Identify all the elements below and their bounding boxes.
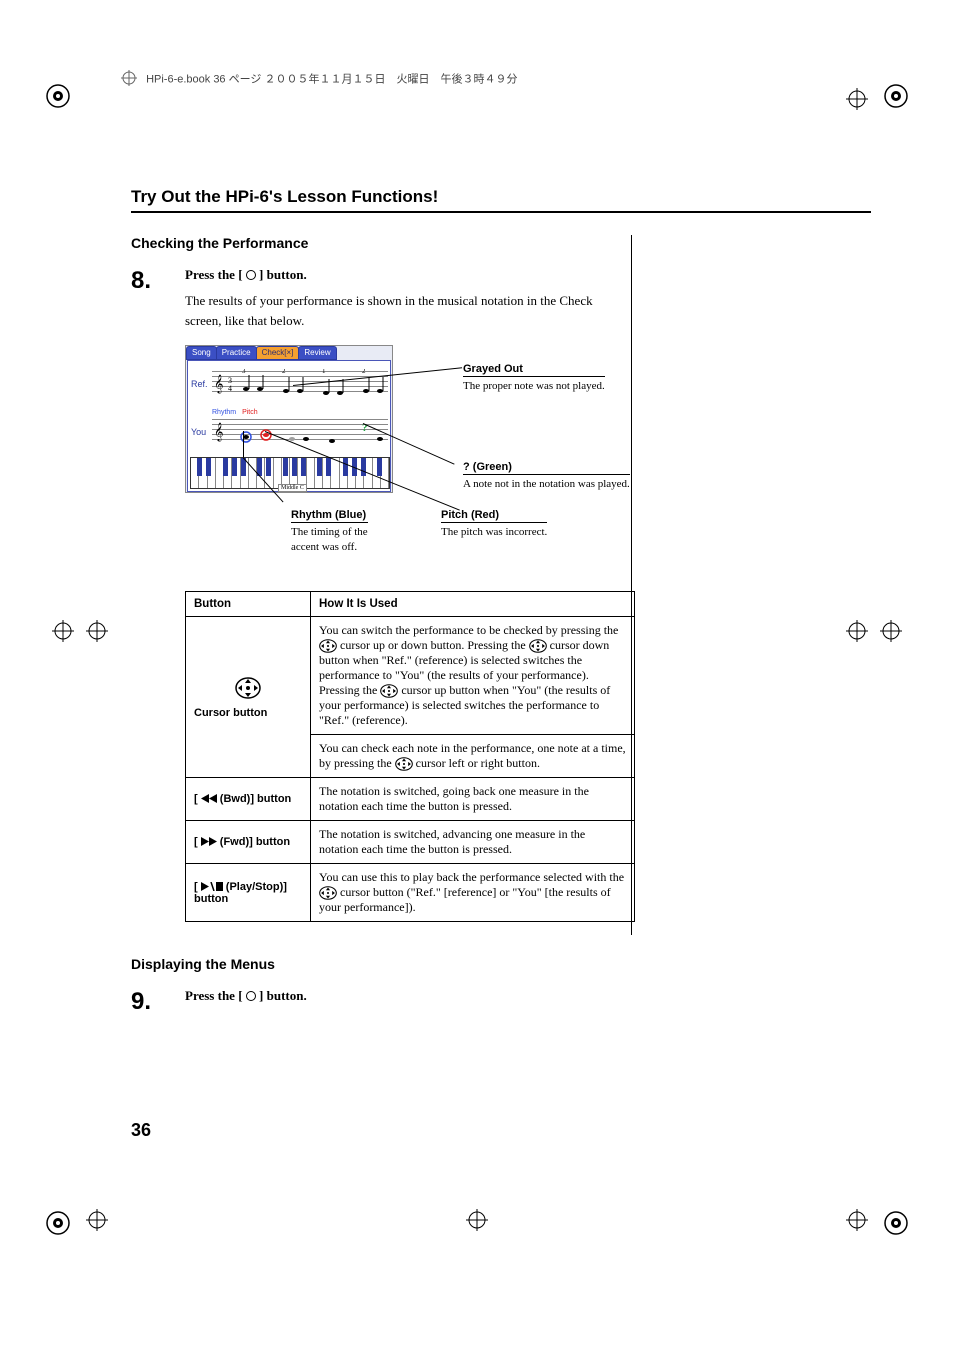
step-8-instruction: Press the [ ] button.: [185, 265, 631, 285]
callout-rhythm: Rhythm (Blue) The timing of the accent w…: [291, 509, 368, 554]
col-usage: How It Is Used: [311, 592, 635, 617]
section-rule: [131, 211, 871, 213]
playstop-icon: [201, 882, 223, 891]
reg-mark-r: [880, 620, 902, 642]
you-notes: 𝄞 ?: [212, 417, 388, 447]
column-divider: [631, 235, 632, 935]
you-label: You: [191, 427, 206, 437]
fwd-button-cell: [ (Fwd)] button: [186, 821, 311, 864]
reg-mark-t: [466, 1209, 488, 1231]
you-staff: 𝄞 ?: [212, 419, 388, 445]
cursor-icon-inline: [529, 639, 547, 653]
svg-text:1: 1: [322, 369, 326, 375]
circle-button-icon: [246, 270, 256, 280]
bwd-desc: The notation is switched, going back one…: [311, 778, 635, 821]
cursor-button-cell: Cursor button: [186, 617, 311, 778]
table-header-row: Button How It Is Used: [186, 592, 635, 617]
step-8-body: The results of your performance is shown…: [185, 291, 631, 331]
reg-mark-br2: [846, 1209, 868, 1231]
callout-green: ? (Green) A note not in the notation was…: [463, 461, 630, 491]
callout-grayed: Grayed Out The proper note was not playe…: [463, 363, 605, 393]
reg-mark-bl2: [86, 1209, 108, 1231]
reg-mark-l2: [86, 620, 108, 642]
tab-practice: Practice: [216, 346, 257, 360]
callout-line-rhythm-v: [243, 431, 244, 457]
cursor-icon: [235, 675, 261, 701]
reg-mark-l: [52, 620, 74, 642]
step-8: 8. Press the [ ] button. The results of …: [131, 265, 631, 331]
svg-text:𝄞: 𝄞: [214, 423, 223, 442]
bwd-button-cell: [ (Bwd)] button: [186, 778, 311, 821]
playstop-desc: You can use this to play back the perfor…: [311, 864, 635, 922]
ref-label: Ref.: [191, 379, 208, 389]
checking-heading: Checking the Performance: [131, 235, 631, 251]
fwd-desc: The notation is switched, advancing one …: [311, 821, 635, 864]
cursor-icon-inline: [319, 639, 337, 653]
callout-pitch: Pitch (Red) The pitch was incorrect.: [441, 509, 547, 539]
row-fwd: [ (Fwd)] button The notation is switched…: [186, 821, 635, 864]
svg-text:2: 2: [282, 369, 286, 375]
row-playstop: [ (Play/Stop)] button You can use this t…: [186, 864, 635, 922]
tab-bar: Song Practice Check[×] Review: [186, 346, 392, 360]
cursor-icon-inline: [319, 886, 337, 900]
svg-text:4: 4: [228, 384, 232, 393]
cursor-icon-inline: [395, 757, 413, 771]
row-cursor: Cursor button You can switch the perform…: [186, 617, 635, 778]
header-text: HPi-6-e.book 36 ページ ２００５年１１月１５日 火曜日 午後３時…: [146, 73, 517, 85]
svg-text:3: 3: [242, 369, 246, 375]
crop-mark-br: [882, 1209, 910, 1237]
step-9-instruction: Press the [ ] button.: [185, 986, 307, 1006]
col-button: Button: [186, 592, 311, 617]
book-header: HPi-6-e.book 36 ページ ２００５年１１月１５日 火曜日 午後３時…: [121, 70, 871, 89]
playstop-button-cell: [ (Play/Stop)] button: [186, 864, 311, 922]
svg-text:2: 2: [362, 369, 366, 375]
svg-text:𝄞: 𝄞: [214, 375, 223, 394]
tab-song: Song: [186, 346, 217, 360]
crop-mark-bl: [44, 1209, 72, 1237]
tab-review: Review: [298, 346, 336, 360]
fwd-icon: [201, 837, 217, 846]
circle-button-icon: [246, 991, 256, 1001]
displaying-heading: Displaying the Menus: [131, 956, 631, 972]
middle-c-label: Middle C: [278, 484, 307, 492]
crop-mark-tl: [44, 82, 72, 110]
crop-mark-tr: [882, 82, 910, 110]
section-title: Try Out the HPi-6's Lesson Functions!: [131, 187, 871, 207]
tab-check: Check[×]: [256, 346, 300, 360]
screenshot-area: Song Practice Check[×] Review Ref. You 𝄞…: [185, 345, 631, 557]
step-8-number: 8.: [131, 265, 185, 331]
row-bwd: [ (Bwd)] button The notation is switched…: [186, 778, 635, 821]
cursor-icon-inline: [380, 684, 398, 698]
bwd-icon: [201, 794, 217, 803]
step-9: 9. Press the [ ] button.: [131, 986, 631, 1016]
crosshair-icon: [121, 70, 137, 86]
cursor-desc: You can switch the performance to be che…: [311, 617, 635, 778]
page-number: 36: [131, 1120, 151, 1141]
button-table: Button How It Is Used Cursor button You …: [185, 591, 635, 922]
step-9-number: 9.: [131, 986, 185, 1016]
mini-labels: Rhythm Pitch: [212, 409, 258, 416]
